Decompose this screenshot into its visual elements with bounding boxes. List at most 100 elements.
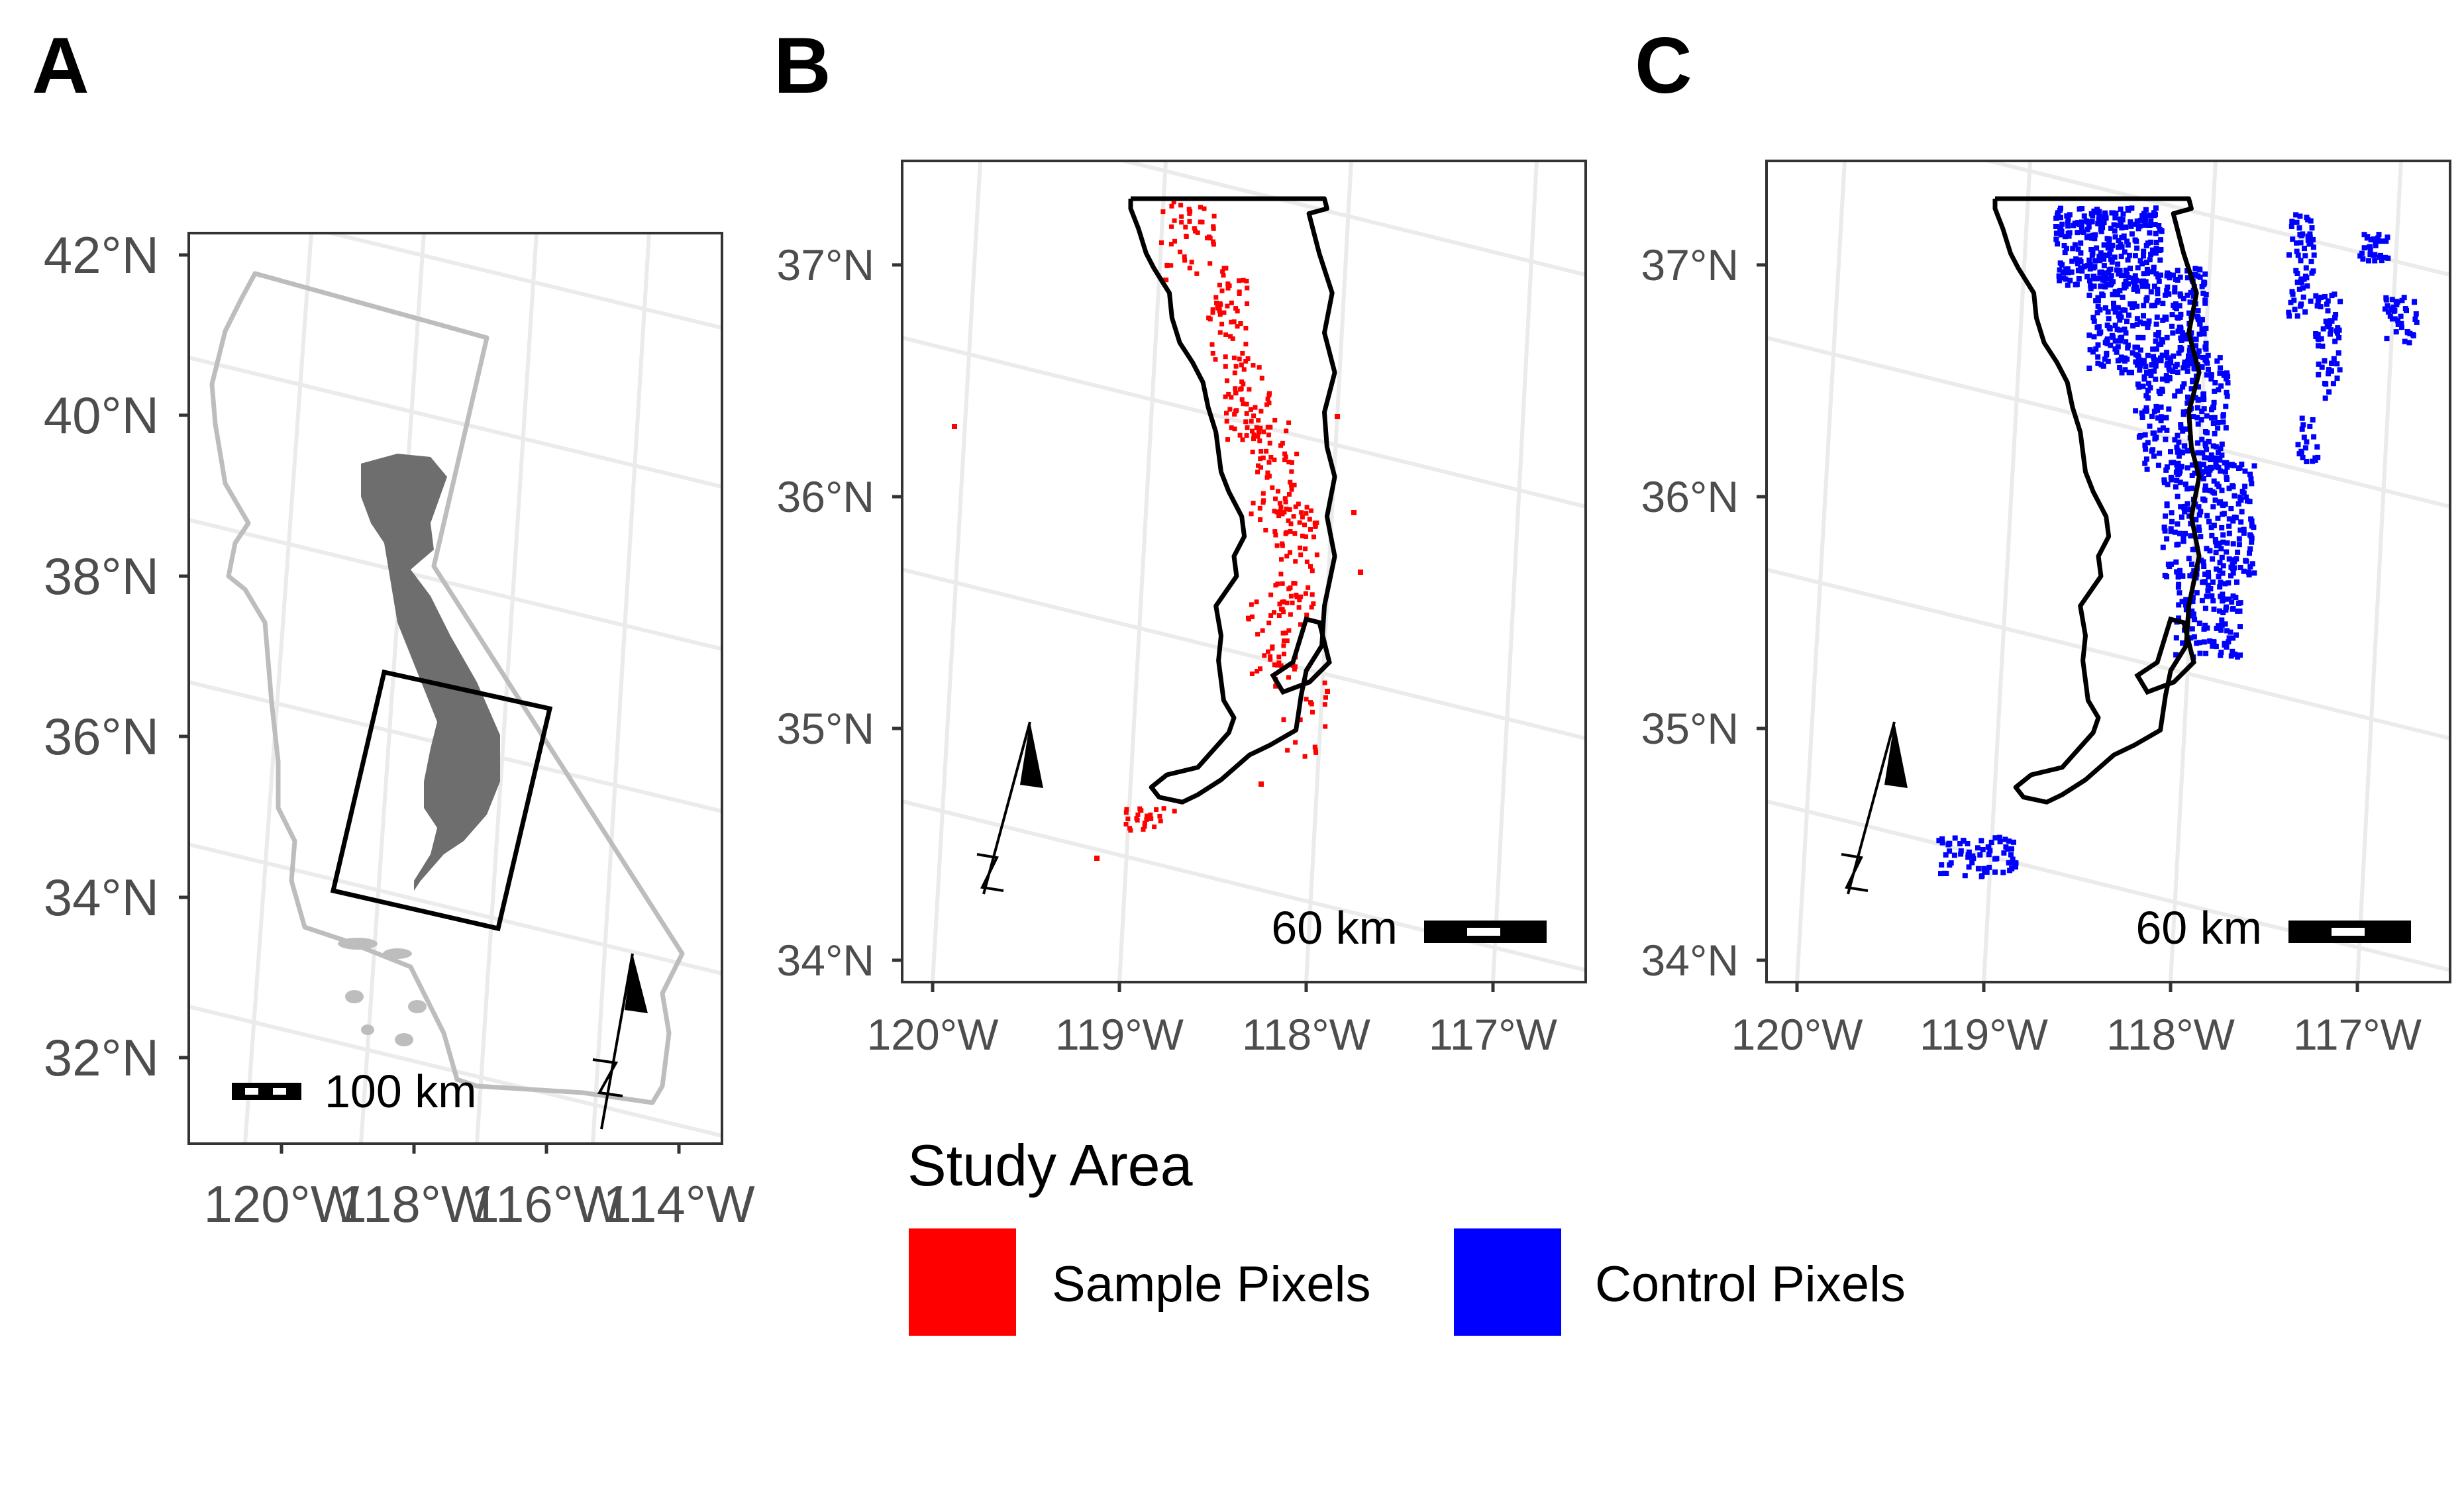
control-pixel — [2196, 527, 2202, 533]
control-pixel — [2248, 516, 2254, 522]
control-pixel — [2222, 469, 2228, 475]
control-pixel — [2115, 261, 2121, 267]
control-pixel — [2067, 277, 2073, 283]
control-pixel — [2223, 425, 2229, 431]
control-pixel — [2223, 375, 2229, 381]
control-pixel — [2298, 258, 2304, 264]
control-pixel — [2075, 246, 2081, 252]
sample-pixel — [1235, 324, 1240, 329]
control-pixel — [2110, 291, 2116, 297]
control-pixel — [2237, 527, 2243, 533]
control-pixel — [2118, 206, 2124, 212]
control-pixel — [2140, 383, 2146, 389]
sample-pixel — [1227, 407, 1233, 412]
sample-pixel — [1249, 419, 1254, 424]
control-pixel — [2242, 468, 2248, 474]
control-pixel — [2106, 324, 2112, 330]
sample-pixel — [1292, 667, 1297, 672]
sample-pixel — [1211, 213, 1217, 219]
control-pixel — [2089, 219, 2095, 224]
control-pixel — [2141, 211, 2147, 217]
control-pixel — [1957, 841, 1963, 846]
control-pixel — [2200, 450, 2206, 456]
control-pixel — [2212, 415, 2218, 421]
sample-pixel — [1244, 411, 1249, 416]
control-pixel — [2155, 415, 2161, 421]
control-pixel — [2224, 464, 2230, 470]
control-pixel — [2096, 217, 2102, 223]
control-pixel — [2179, 464, 2184, 470]
control-pixel — [2201, 327, 2206, 333]
control-pixel — [2295, 442, 2301, 448]
control-pixel — [2144, 295, 2150, 301]
control-pixel — [2158, 358, 2164, 364]
control-pixel — [2226, 639, 2232, 645]
control-pixel — [2336, 350, 2341, 356]
control-pixel — [2128, 223, 2134, 229]
sample-pixel — [1264, 402, 1269, 407]
control-pixel — [2232, 557, 2237, 563]
control-pixel — [2235, 601, 2241, 606]
panel-b-y-tick: 35°N — [777, 704, 874, 753]
control-pixel — [2147, 222, 2153, 228]
control-pixel — [2065, 270, 2071, 275]
study-box — [330, 669, 553, 932]
control-pixel — [2201, 626, 2207, 632]
control-pixel — [2123, 268, 2129, 274]
sample-pixel — [1268, 613, 1274, 618]
control-pixel — [2116, 271, 2122, 277]
control-pixel — [2153, 338, 2159, 344]
control-pixel — [2134, 303, 2140, 309]
control-pixel — [2098, 283, 2104, 289]
control-pixel — [2114, 349, 2120, 355]
control-pixel — [2196, 504, 2202, 510]
control-pixel — [2206, 438, 2212, 444]
control-pixel — [2406, 340, 2412, 346]
control-pixel — [2308, 218, 2314, 224]
control-pixel — [2237, 624, 2243, 630]
sample-pixel — [1303, 591, 1308, 596]
control-pixel — [2216, 387, 2222, 393]
control-pixel — [2086, 257, 2092, 263]
sample-pixel — [1309, 605, 1314, 610]
control-pixel — [2375, 235, 2381, 241]
sample-pixel — [1157, 813, 1162, 819]
legend: Study Area Sample Pixels Control Pixels — [907, 1132, 1906, 1336]
control-pixel — [2164, 377, 2170, 383]
sample-pixel — [1246, 615, 1251, 621]
control-pixel — [2059, 232, 2064, 238]
control-pixel — [2333, 312, 2339, 317]
control-pixel — [2210, 404, 2216, 410]
control-pixel — [2204, 372, 2210, 378]
control-pixel — [2142, 217, 2148, 223]
control-pixel — [2143, 364, 2149, 370]
control-pixel — [2053, 236, 2059, 242]
control-pixel — [2200, 290, 2206, 296]
sample-pixel — [1272, 610, 1276, 615]
control-pixel — [2212, 455, 2218, 461]
control-pixel — [2147, 385, 2153, 391]
control-pixel — [2196, 266, 2202, 272]
control-pixel — [2011, 839, 2016, 845]
control-pixel — [2006, 860, 2012, 866]
control-pixel — [2157, 257, 2163, 263]
control-pixel — [2247, 532, 2253, 538]
panel-c-scale-label: 60 km — [2135, 902, 2262, 954]
control-pixel — [2188, 354, 2194, 359]
control-pixel — [2094, 245, 2100, 251]
control-pixel — [2202, 297, 2208, 303]
control-pixel — [2318, 336, 2324, 342]
control-pixel — [2167, 367, 2173, 373]
control-pixel — [2226, 596, 2232, 602]
sample-pixel — [1207, 236, 1213, 241]
control-pixel — [2204, 546, 2210, 552]
control-pixel — [2213, 644, 2219, 650]
sample-pixel — [1187, 266, 1192, 271]
control-pixel — [2101, 263, 2107, 269]
control-pixel — [2169, 475, 2175, 481]
control-pixel — [2289, 289, 2295, 295]
control-pixel — [2156, 342, 2162, 348]
sample-pixel — [1293, 504, 1298, 509]
control-pixel — [2214, 464, 2220, 470]
control-pixel — [2149, 362, 2155, 368]
